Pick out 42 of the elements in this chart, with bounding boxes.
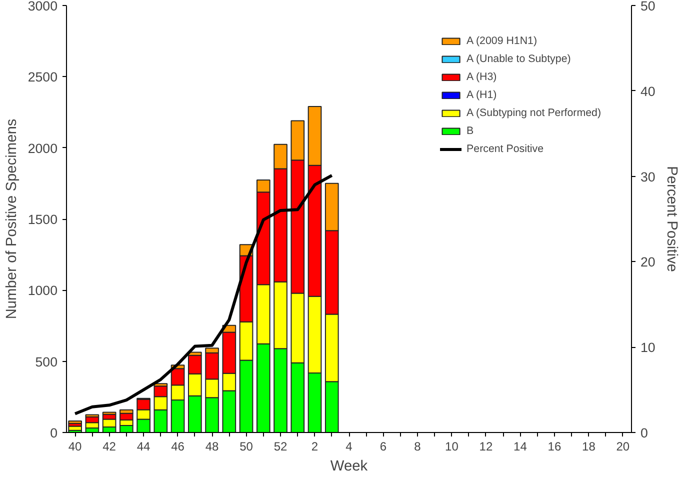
x-tick-label: 40	[68, 440, 82, 454]
line-series	[74, 174, 334, 416]
y-tick-label: 1500	[28, 212, 58, 227]
x-tick-label: 12	[479, 440, 493, 454]
legend-label: A (Unable to Subtype)	[466, 53, 571, 65]
legend-label: A (Subtyping not Performed)	[466, 107, 601, 119]
x-tick-label: 2	[311, 440, 318, 454]
x-tick-label: 52	[274, 440, 288, 454]
x-tick-label: 46	[171, 440, 185, 454]
x-tick-label: 6	[380, 440, 387, 454]
x-tick-label: 50	[240, 440, 254, 454]
x-tick-label: 14	[514, 440, 528, 454]
y-tick-label: 1000	[28, 283, 58, 298]
x-tick-label: 44	[136, 440, 151, 454]
x-tick-label: 10	[445, 440, 459, 454]
y2-tick-label: 50	[640, 0, 656, 14]
x-tick-label: 48	[205, 440, 220, 454]
y-tick-label: 2000	[28, 140, 58, 156]
legend-label: Percent Positive	[466, 143, 544, 155]
legend-label: B	[466, 125, 475, 137]
y2-axis-title: Percent Positive	[663, 166, 680, 272]
legend-label: A (H3)	[466, 71, 497, 83]
x-axis-title: Week	[330, 458, 368, 474]
y2-tick-label: 30	[640, 169, 656, 184]
y2-tick-label: 10	[640, 340, 656, 356]
y-tick-label: 0	[50, 426, 58, 440]
y2-tick-label: 0	[640, 426, 648, 440]
y-tick-label: 500	[35, 354, 58, 370]
x-tick-label: 42	[102, 440, 116, 454]
legend-label: A (H1)	[466, 89, 497, 101]
x-tick-label: 8	[414, 440, 422, 454]
y-tick-label: 3000	[28, 0, 58, 14]
y2-tick-label: 40	[640, 84, 656, 99]
y2-tick-label: 20	[640, 254, 656, 270]
x-tick-label: 20	[616, 440, 630, 454]
bar	[68, 420, 82, 424]
x-tick-label: 16	[548, 440, 562, 454]
y-axis-title: Number of Positive Specimens	[4, 118, 20, 320]
x-tick-label: 4	[346, 440, 353, 454]
legend-label: A (2009 H1N1)	[466, 35, 538, 47]
x-tick-label: 18	[582, 440, 596, 454]
y-tick-label: 2500	[28, 70, 58, 85]
